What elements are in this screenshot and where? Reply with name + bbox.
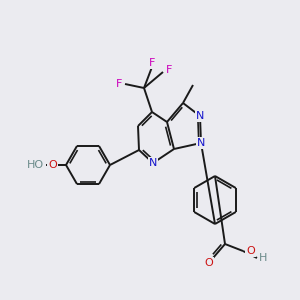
Text: H: H <box>259 253 267 263</box>
Text: F: F <box>149 58 155 68</box>
Text: O: O <box>48 160 57 170</box>
Text: F: F <box>116 79 122 89</box>
Text: N: N <box>149 158 157 168</box>
Text: N: N <box>197 138 205 148</box>
Text: HO: HO <box>27 160 44 170</box>
Text: N: N <box>196 111 204 121</box>
Text: O: O <box>205 258 213 268</box>
Text: F: F <box>166 65 172 75</box>
Text: H: H <box>33 160 41 170</box>
Text: O: O <box>246 246 255 256</box>
